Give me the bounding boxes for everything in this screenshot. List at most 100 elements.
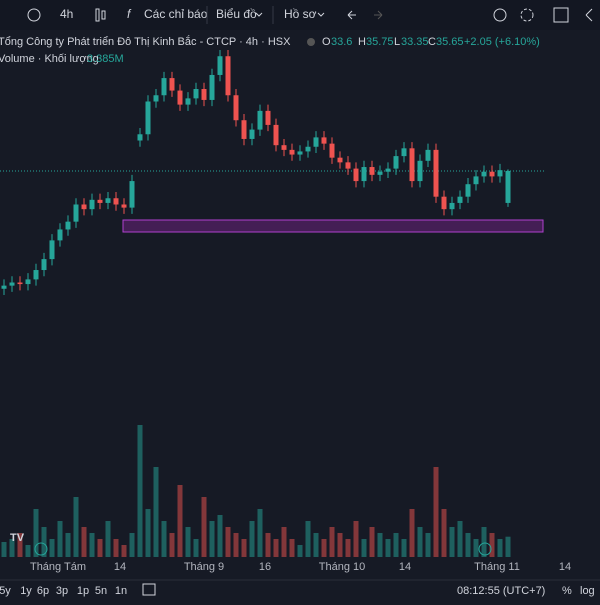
volume-bar	[241, 539, 247, 557]
candle-body	[73, 204, 79, 222]
volume-bar	[377, 533, 383, 557]
candle-body	[481, 171, 487, 177]
settings[interactable]	[520, 8, 534, 22]
candle-body	[441, 196, 447, 210]
snapshot[interactable]	[553, 7, 569, 23]
tv-logo: TV	[10, 532, 25, 544]
volume-bar	[1, 542, 7, 557]
candle-body	[137, 134, 143, 141]
volume-bar	[89, 533, 95, 557]
chart-menu[interactable]: Biểu đồ	[216, 7, 257, 21]
candle-body	[105, 198, 111, 203]
candle-body	[417, 160, 423, 182]
log-toggle[interactable]: log	[580, 585, 595, 597]
volume-bar	[105, 521, 111, 557]
candle-body	[49, 240, 55, 260]
candle-body	[17, 282, 23, 285]
candle-body	[233, 95, 239, 121]
calendar[interactable]	[142, 583, 156, 596]
ohlc-o: O	[322, 36, 331, 48]
volume-bar	[321, 539, 327, 557]
add-symbol[interactable]	[27, 8, 41, 22]
volume-bar	[489, 533, 495, 557]
interval[interactable]: 4h	[60, 7, 73, 21]
candle-body	[337, 157, 343, 163]
more[interactable]	[585, 8, 593, 22]
range-button[interactable]: 3p	[56, 585, 68, 597]
volume-bar	[201, 497, 207, 557]
candle-body	[177, 90, 183, 105]
candle-body	[449, 202, 455, 210]
redo[interactable]	[374, 10, 383, 20]
volume-bar	[361, 539, 367, 557]
event-f[interactable]	[34, 542, 48, 556]
symbol-title: Tổng Công ty Phát triển Đô Thị Kinh Bắc …	[0, 35, 291, 48]
volume-bar	[169, 533, 175, 557]
volume-bar	[297, 545, 303, 557]
candle-body	[313, 137, 319, 147]
volume-bar	[281, 527, 287, 557]
volume-value: 3.385M	[87, 53, 124, 65]
range-button[interactable]: 5n	[95, 585, 107, 597]
candle-body	[273, 124, 279, 146]
volume-bar	[129, 533, 135, 557]
bottom-bar: 5y 1y 6p 3p 1p 5n 1n	[0, 585, 127, 597]
candle-body	[409, 148, 415, 182]
zone-rectangle[interactable]	[122, 219, 544, 233]
range-button[interactable]: 6p	[37, 585, 49, 597]
x-tick-label: 14	[114, 561, 126, 573]
volume-bar	[289, 539, 295, 557]
candle-body	[225, 56, 231, 96]
x-tick-label: Tháng 11	[474, 561, 520, 573]
volume-bar	[73, 497, 79, 557]
volume-bar	[137, 425, 143, 557]
ohlc-l: L	[394, 36, 400, 48]
candle-body	[201, 89, 207, 100]
x-tick-label: Tháng 10	[319, 561, 365, 573]
candle-body	[321, 137, 327, 144]
volume-bar	[465, 533, 471, 557]
volume-bar	[33, 509, 39, 557]
volume-bar	[217, 515, 223, 557]
alert[interactable]	[493, 8, 507, 22]
volume-bar	[401, 539, 407, 557]
candle-body	[425, 149, 431, 161]
profile-menu[interactable]: Hồ sơ	[284, 7, 317, 21]
volume-bar	[41, 527, 47, 557]
undo[interactable]	[347, 10, 356, 20]
range-button[interactable]: 5y	[0, 585, 11, 597]
candle-body	[97, 199, 103, 203]
market-dot	[307, 38, 315, 46]
volume-bar	[17, 533, 23, 557]
volume-bar	[81, 527, 87, 557]
ohlc-h-value: 35.75	[366, 36, 394, 48]
chevron	[255, 12, 263, 17]
volume-bar	[385, 539, 391, 557]
ohlc-c: C	[428, 36, 436, 48]
chart-style[interactable]	[95, 8, 100, 22]
volume-bar	[177, 485, 183, 557]
indicators[interactable]: Các chỉ báo	[144, 7, 208, 21]
percent-toggle[interactable]: %	[562, 585, 572, 597]
candle-body	[57, 229, 63, 241]
candle-body	[457, 196, 463, 203]
ohlc-l-value: 33.35	[401, 36, 429, 48]
candle-body	[305, 146, 311, 152]
event-f[interactable]	[478, 542, 492, 556]
candle-body	[361, 167, 367, 182]
candle-body	[505, 170, 511, 203]
range-button[interactable]: 1n	[115, 585, 127, 597]
range-button[interactable]: 1p	[77, 585, 89, 597]
candle-body	[465, 184, 471, 197]
volume-bar	[249, 521, 255, 557]
candle-body	[33, 270, 39, 280]
candle-body	[193, 89, 199, 99]
volume-bar	[369, 527, 375, 557]
candle-body	[9, 282, 15, 286]
volume-bar	[225, 527, 231, 557]
plot	[0, 50, 545, 557]
range-button[interactable]: 1y	[20, 585, 32, 597]
candle-body	[217, 56, 223, 75]
volume-bar	[265, 533, 271, 557]
fx-icon: f	[127, 7, 132, 21]
